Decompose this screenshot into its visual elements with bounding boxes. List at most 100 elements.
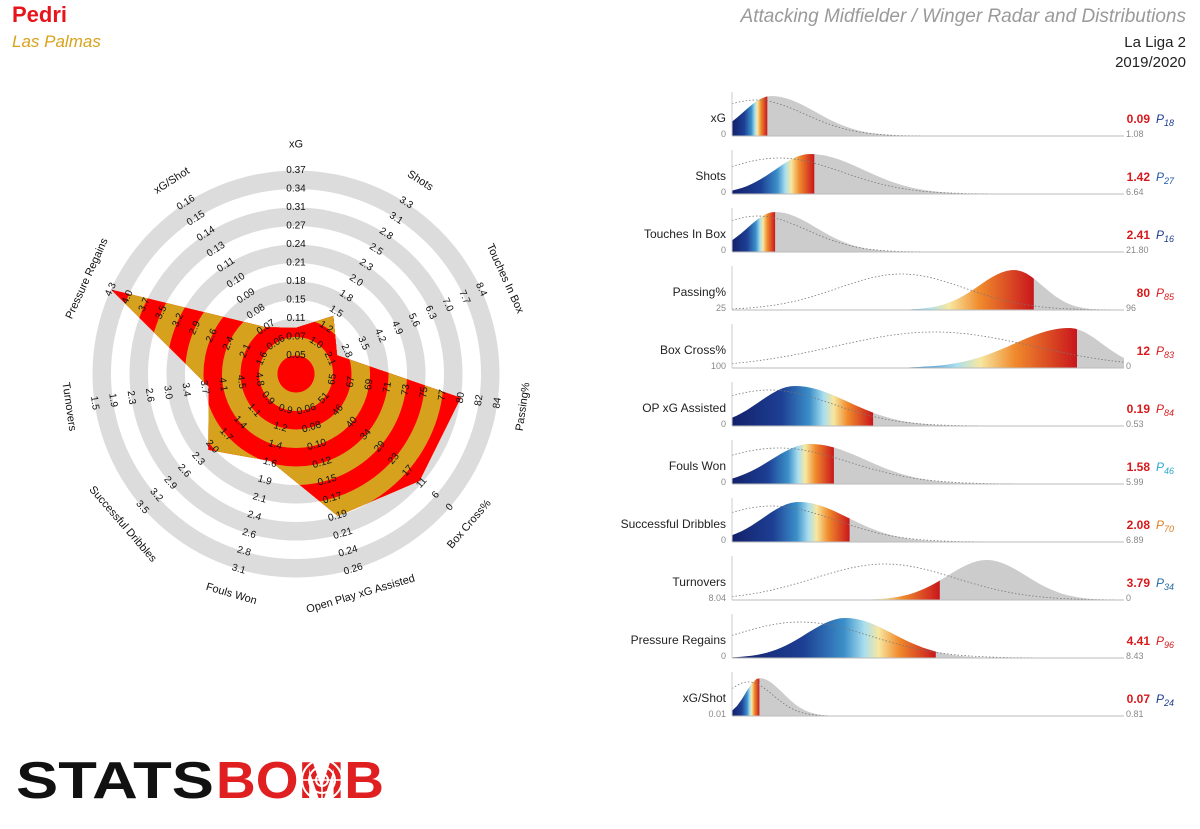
distribution-label: Successful Dribbles bbox=[621, 517, 726, 531]
distribution-label: xG bbox=[711, 111, 726, 125]
distribution-min: 0 bbox=[721, 187, 726, 197]
distribution-percentile: P70 bbox=[1156, 518, 1174, 534]
radar-tick-label: 3.5 bbox=[355, 335, 371, 353]
distribution-min: 0 bbox=[721, 129, 726, 139]
distribution-max: 8.43 bbox=[1126, 651, 1144, 661]
distribution-fill bbox=[732, 328, 1077, 368]
radar-tick-label: 1.6 bbox=[255, 350, 271, 368]
radar-tick-label: 0.08 bbox=[301, 419, 323, 435]
radar-tick-label: 7.7 bbox=[456, 289, 472, 307]
distribution-percentile: P85 bbox=[1156, 286, 1175, 302]
radar-axis-label: xG/Shot bbox=[152, 165, 192, 197]
radar-tick-label: 0.05 bbox=[286, 350, 306, 361]
radar-tick-label: 3.1 bbox=[230, 562, 247, 577]
distribution-percentile: P83 bbox=[1156, 344, 1174, 360]
distribution-max: 6.64 bbox=[1126, 187, 1144, 197]
radar-tick-label: 3.5 bbox=[154, 304, 170, 322]
radar-tick-label: 75 bbox=[418, 386, 431, 399]
distribution-value: 0.09 bbox=[1127, 112, 1151, 126]
distribution-percentile: P24 bbox=[1156, 692, 1174, 708]
distribution-fill bbox=[732, 212, 776, 252]
radar-axis-label: Turnovers bbox=[59, 382, 78, 433]
distribution-value: 2.41 bbox=[1127, 228, 1151, 242]
distribution-fill bbox=[732, 96, 768, 136]
distribution-label: Box Cross% bbox=[660, 343, 726, 357]
radar-tick-label: 4.9 bbox=[389, 319, 405, 337]
radar-tick-label: 0.06 bbox=[296, 401, 318, 417]
radar-tick-label: 6 bbox=[430, 489, 442, 501]
radar-tick-label: 0.10 bbox=[306, 437, 328, 453]
distribution-min: 0.01 bbox=[708, 709, 726, 719]
distribution-percentile: P18 bbox=[1156, 112, 1174, 128]
distribution-max: 0.81 bbox=[1126, 709, 1144, 719]
distribution-row: xG/Shot 0.01 0.81 0.07 P24 bbox=[683, 672, 1174, 719]
target-icon bbox=[301, 759, 343, 801]
radar-tick-label: 3.4 bbox=[180, 382, 193, 398]
distribution-label: Shots bbox=[695, 169, 726, 183]
distribution-min: 0 bbox=[721, 419, 726, 429]
distribution-label: Turnovers bbox=[672, 575, 726, 589]
logo-bomb-text: BOMB bbox=[216, 752, 384, 808]
distribution-row: Successful Dribbles 0 6.89 2.08 P70 bbox=[621, 498, 1174, 545]
distribution-min: 0 bbox=[721, 535, 726, 545]
radar-tick-label: 4.2 bbox=[372, 327, 388, 345]
distribution-row: Shots 0 6.64 1.42 P27 bbox=[695, 150, 1175, 197]
logo-stats-text: STATS bbox=[16, 752, 214, 808]
distribution-fill bbox=[732, 154, 815, 194]
distribution-max: 5.99 bbox=[1126, 477, 1144, 487]
distribution-min: 0 bbox=[721, 245, 726, 255]
radar-tick-label: 69 bbox=[363, 378, 376, 391]
distribution-value: 0.07 bbox=[1127, 692, 1151, 706]
radar-tick-label: 1.4 bbox=[267, 438, 284, 453]
radar-tick-label: 3.2 bbox=[170, 311, 186, 329]
radar-tick-label: 3.0 bbox=[161, 385, 174, 401]
distribution-area bbox=[732, 270, 1124, 310]
distribution-value: 1.42 bbox=[1127, 170, 1151, 184]
distribution-label: OP xG Assisted bbox=[642, 401, 726, 415]
radar-tick-label: 4.0 bbox=[120, 288, 136, 306]
statsbomb-logo: STATS BOMB bbox=[16, 752, 384, 808]
distribution-max: 0 bbox=[1126, 593, 1131, 603]
radar-tick-label: 2.1 bbox=[238, 342, 254, 360]
distribution-percentile: P27 bbox=[1156, 170, 1175, 186]
radar-tick-label: 0.12 bbox=[311, 455, 333, 471]
distribution-row: Touches In Box 0 21.80 2.41 P16 bbox=[644, 208, 1174, 255]
distribution-row: Pressure Regains 0 8.43 4.41 P96 bbox=[631, 614, 1174, 661]
radar-axis-label: Open Play xG Assisted bbox=[305, 572, 416, 615]
distribution-label: Pressure Regains bbox=[631, 633, 726, 647]
report-title: Attacking Midfielder / Winger Radar and … bbox=[740, 6, 1186, 27]
radar-tick-label: 82 bbox=[473, 394, 486, 407]
distribution-percentile: P96 bbox=[1156, 634, 1174, 650]
radar-tick-label: 1.9 bbox=[106, 393, 119, 409]
distribution-area bbox=[732, 212, 1124, 252]
distribution-label: Touches In Box bbox=[644, 227, 726, 241]
radar-tick-label: 1.2 bbox=[272, 420, 289, 435]
distribution-value: 80 bbox=[1137, 286, 1151, 300]
radar-center bbox=[277, 355, 315, 393]
radar-tick-label: 2.1 bbox=[322, 350, 338, 368]
distribution-comparison-line bbox=[731, 273, 1124, 311]
radar-tick-label: 2.4 bbox=[221, 334, 237, 352]
radar-tick-label: 1.9 bbox=[256, 473, 273, 488]
distribution-value: 4.41 bbox=[1127, 634, 1151, 648]
distribution-value: 1.58 bbox=[1127, 460, 1151, 474]
radar-tick-label: 0.9 bbox=[277, 402, 294, 417]
distribution-value: 3.79 bbox=[1127, 576, 1151, 590]
distribution-fill bbox=[732, 678, 760, 716]
distribution-row: Turnovers 8.04 0 3.79 P34 bbox=[672, 556, 1174, 603]
distribution-max: 21.80 bbox=[1126, 245, 1149, 255]
radar-tick-label: 0.19 bbox=[327, 508, 349, 524]
distribution-max: 96 bbox=[1126, 303, 1136, 313]
radar-tick-label: 0.17 bbox=[322, 490, 344, 506]
distribution-label: Fouls Won bbox=[669, 459, 726, 473]
radar-axis-label: xG bbox=[289, 138, 303, 150]
distribution-charts: xG 0 1.08 0.09 P18 Shots 0 6.64 1.42 P27 Touches I… bbox=[621, 92, 1175, 719]
radar-tick-label: 2.8 bbox=[236, 544, 253, 559]
team-name: Las Palmas bbox=[12, 32, 101, 51]
radar-tick-label: 2.6 bbox=[241, 527, 258, 542]
distribution-area bbox=[732, 678, 1124, 716]
radar-tick-label: 0.18 bbox=[286, 276, 306, 287]
distribution-max: 0.53 bbox=[1126, 419, 1144, 429]
distribution-fill bbox=[732, 618, 936, 658]
